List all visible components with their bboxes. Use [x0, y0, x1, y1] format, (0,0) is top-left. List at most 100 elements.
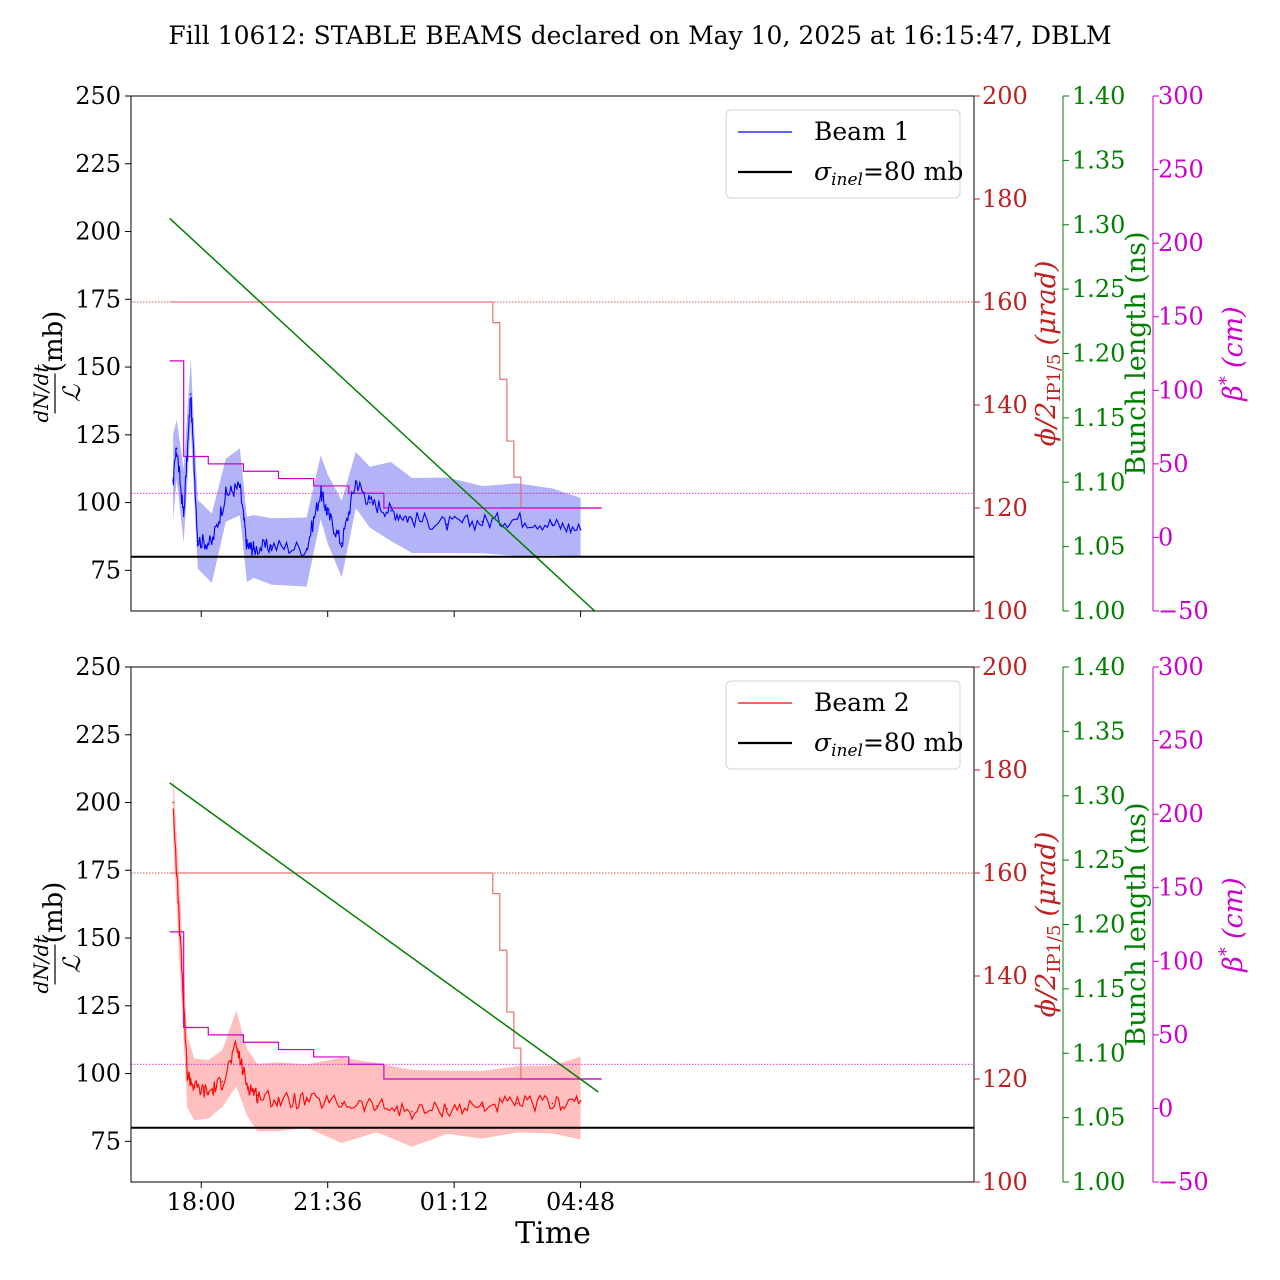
beam1-line	[172, 396, 582, 557]
y-tick-label: 225	[75, 150, 121, 178]
data-point	[239, 485, 241, 488]
y-tick-label: 175	[75, 285, 121, 313]
data-point	[186, 1072, 188, 1075]
data-point	[270, 545, 273, 547]
x-tick-label: 21:36	[293, 1188, 362, 1216]
data-point	[446, 1108, 448, 1110]
bunch-tick-label: 1.00	[1072, 1168, 1125, 1196]
left-axis-label-numerator: dN/dt	[29, 364, 53, 423]
y-tick-label: 200	[75, 218, 121, 246]
data-point	[326, 512, 329, 515]
data-point	[340, 542, 343, 545]
x-tick-label: 18:00	[167, 1188, 236, 1216]
data-point	[481, 520, 484, 523]
y-tick-label: 200	[75, 789, 121, 817]
bunch-tick-label: 1.40	[1072, 82, 1125, 110]
bunch-axis-label-text: Bunch length (ns)	[1121, 231, 1152, 475]
beta-tick-label: 150	[1158, 303, 1204, 331]
left-axis-label: dN/dt ℒ (mb)	[29, 882, 86, 994]
y-tick-label: 100	[75, 1060, 121, 1088]
y-tick-label: 150	[75, 353, 121, 381]
data-point	[246, 1083, 248, 1086]
bunch-tick-label: 1.30	[1072, 211, 1125, 239]
bunch-tick-label: 1.05	[1072, 533, 1125, 561]
bunch-tick-label: 1.35	[1072, 717, 1125, 745]
data-point	[340, 1102, 343, 1105]
left-axis-label-denominator: ℒ	[58, 955, 86, 973]
data-point	[516, 518, 519, 520]
data-point	[481, 1105, 484, 1107]
y-tick-label: 125	[75, 421, 121, 449]
data-point	[305, 1099, 308, 1102]
bunch-axis-label-text: Bunch length (ns)	[1121, 802, 1152, 1046]
beta-tick-label: 50	[1158, 450, 1189, 478]
bunch-tick-label: 1.35	[1072, 146, 1125, 174]
data-point	[411, 1110, 413, 1113]
legend: Beam 1 σinel=80 mb	[725, 109, 963, 199]
data-point	[551, 1102, 554, 1105]
data-point	[225, 493, 227, 496]
figure-title: Fill 10612: STABLE BEAMS declared on May…	[168, 21, 1111, 50]
data-point	[319, 490, 322, 493]
y-tick-label: 150	[75, 924, 121, 952]
legend-label-beam: Beam 1	[814, 117, 910, 146]
data-point	[305, 547, 308, 550]
data-point	[446, 523, 448, 526]
beta-star-line	[169, 360, 602, 509]
data-point	[207, 1091, 210, 1094]
left-axis-label-denominator: ℒ	[58, 384, 86, 402]
crossing-tick-label: 180	[982, 756, 1028, 784]
bunch-tick-label: 1.25	[1072, 846, 1125, 874]
bunch-tick-label: 1.05	[1072, 1104, 1125, 1132]
crossing-axis-label: ϕ/2IP1/5(μrad)	[1031, 261, 1065, 447]
bunch-tick-label: 1.15	[1072, 404, 1125, 432]
bunch-axis-label: Bunch length (ns)	[1121, 802, 1152, 1046]
crossing-tick-label: 160	[982, 859, 1028, 887]
data-point	[390, 509, 392, 512]
data-point	[355, 480, 357, 482]
beta-tick-label: 200	[1158, 229, 1204, 257]
bunch-length-line	[169, 782, 599, 1093]
y-tick-label: 75	[90, 556, 121, 584]
data-point	[196, 539, 199, 542]
y-tick-label: 175	[75, 856, 121, 884]
bunch-tick-label: 1.20	[1072, 340, 1125, 368]
beta-axis-label-text: β*(cm)	[1216, 877, 1249, 972]
plot-area	[131, 771, 974, 1147]
bunch-tick-label: 1.10	[1072, 1039, 1125, 1067]
panel-beam2: 75 100 125 150 175 200 225 250 dN/dt ℒ (mb) 100 120 1…	[29, 653, 1249, 1216]
beta-tick-label: −50	[1158, 597, 1209, 625]
data-point	[179, 937, 181, 939]
crossing-tick-label: 200	[982, 653, 1028, 681]
data-point	[175, 447, 178, 450]
data-point	[193, 1086, 196, 1088]
beta-tick-label: 200	[1158, 800, 1204, 828]
data-point	[172, 480, 174, 482]
data-point	[221, 1080, 224, 1083]
beta-tick-label: 0	[1158, 523, 1173, 551]
crossing-tick-label: 140	[982, 391, 1028, 419]
beam-spread-band	[173, 359, 581, 587]
legend-label-sigma: σinel=80 mb	[814, 728, 963, 761]
legend-label-sigma: σinel=80 mb	[814, 157, 963, 190]
data-point	[256, 1094, 259, 1097]
crossing-tick-label: 100	[982, 1168, 1028, 1196]
beta-tick-label: 300	[1158, 653, 1204, 681]
y-tick-label: 100	[75, 489, 121, 517]
crossing-angle-line	[169, 872, 602, 1080]
beta-tick-label: 300	[1158, 82, 1204, 110]
bunch-tick-label: 1.00	[1072, 597, 1125, 625]
legend-label-beam: Beam 2	[814, 688, 910, 717]
beta-axis-label: β*(cm)	[1216, 306, 1249, 401]
beta-tick-label: 150	[1158, 874, 1204, 902]
beta-tick-label: 250	[1158, 156, 1204, 184]
x-tick-label: 01:12	[420, 1188, 489, 1216]
beta-star-line	[169, 931, 602, 1080]
beam2-line	[172, 808, 582, 1121]
crossing-tick-label: 180	[982, 185, 1028, 213]
data-point	[516, 1102, 519, 1105]
data-point	[277, 1099, 280, 1102]
left-axis-label: dN/dt ℒ (mb)	[29, 311, 86, 423]
data-point	[579, 528, 582, 531]
beta-tick-label: −50	[1158, 1168, 1209, 1196]
